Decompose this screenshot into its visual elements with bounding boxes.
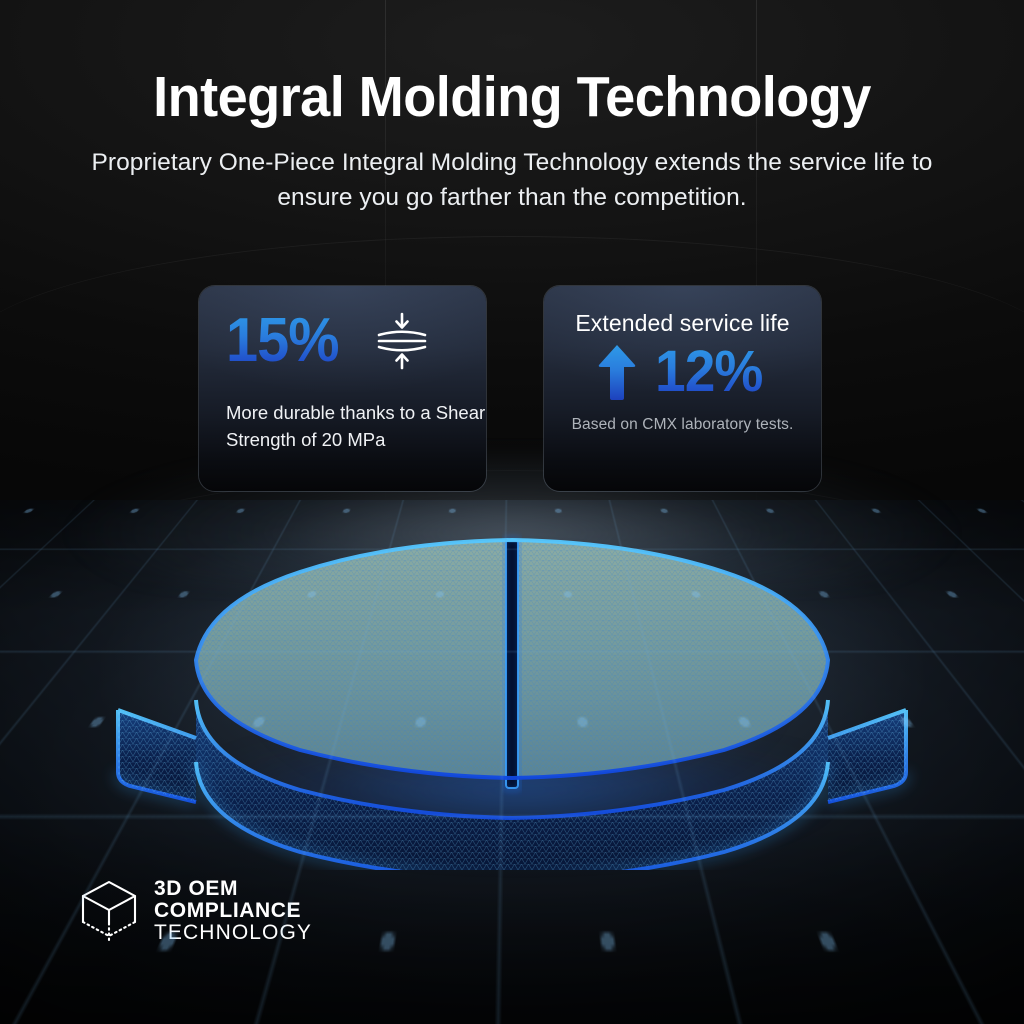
durability-stat-card: 15% More durable thanks to a Shear Stren… xyxy=(198,285,487,492)
service-life-footnote: Based on CMX laboratory tests. xyxy=(571,416,794,433)
wall-curve-upper xyxy=(0,236,1024,357)
durability-percent: 15% xyxy=(226,306,340,375)
durability-note: More durable thanks to a Shear Strength … xyxy=(226,402,486,450)
logo-line-3: TECHNOLOGY xyxy=(154,920,313,944)
page-title: Integral Molding Technology xyxy=(153,65,871,129)
arrow-up-icon xyxy=(598,345,636,400)
durability-stat-row: 15% xyxy=(199,286,486,372)
logo-line-2: COMPLIANCE xyxy=(154,898,302,922)
compression-icon xyxy=(377,312,427,370)
header: Integral Molding Technology Proprietary … xyxy=(0,0,1024,216)
stat-cards: 15% More durable thanks to a Shear Stren… xyxy=(0,285,1024,495)
service-life-title: Extended service life xyxy=(575,310,790,336)
service-life-stat-card: Extended service life 12% Based on CMX l… xyxy=(543,285,822,492)
brake-pad-wireframe xyxy=(113,536,911,870)
service-life-stat-row: 12% xyxy=(544,337,821,401)
wireframe-cube-icon xyxy=(81,880,137,942)
service-life-percent: 12% xyxy=(654,339,763,404)
logo-line-1: 3D OEM xyxy=(154,877,239,901)
brake-pad-hero xyxy=(0,510,1024,900)
brand-logo: 3D OEM COMPLIANCE TECHNOLOGY xyxy=(78,878,312,944)
logo-wordmark: 3D OEM COMPLIANCE TECHNOLOGY xyxy=(154,878,312,944)
center-slot xyxy=(506,540,518,788)
page-subtitle: Proprietary One-Piece Integral Molding T… xyxy=(91,149,933,212)
